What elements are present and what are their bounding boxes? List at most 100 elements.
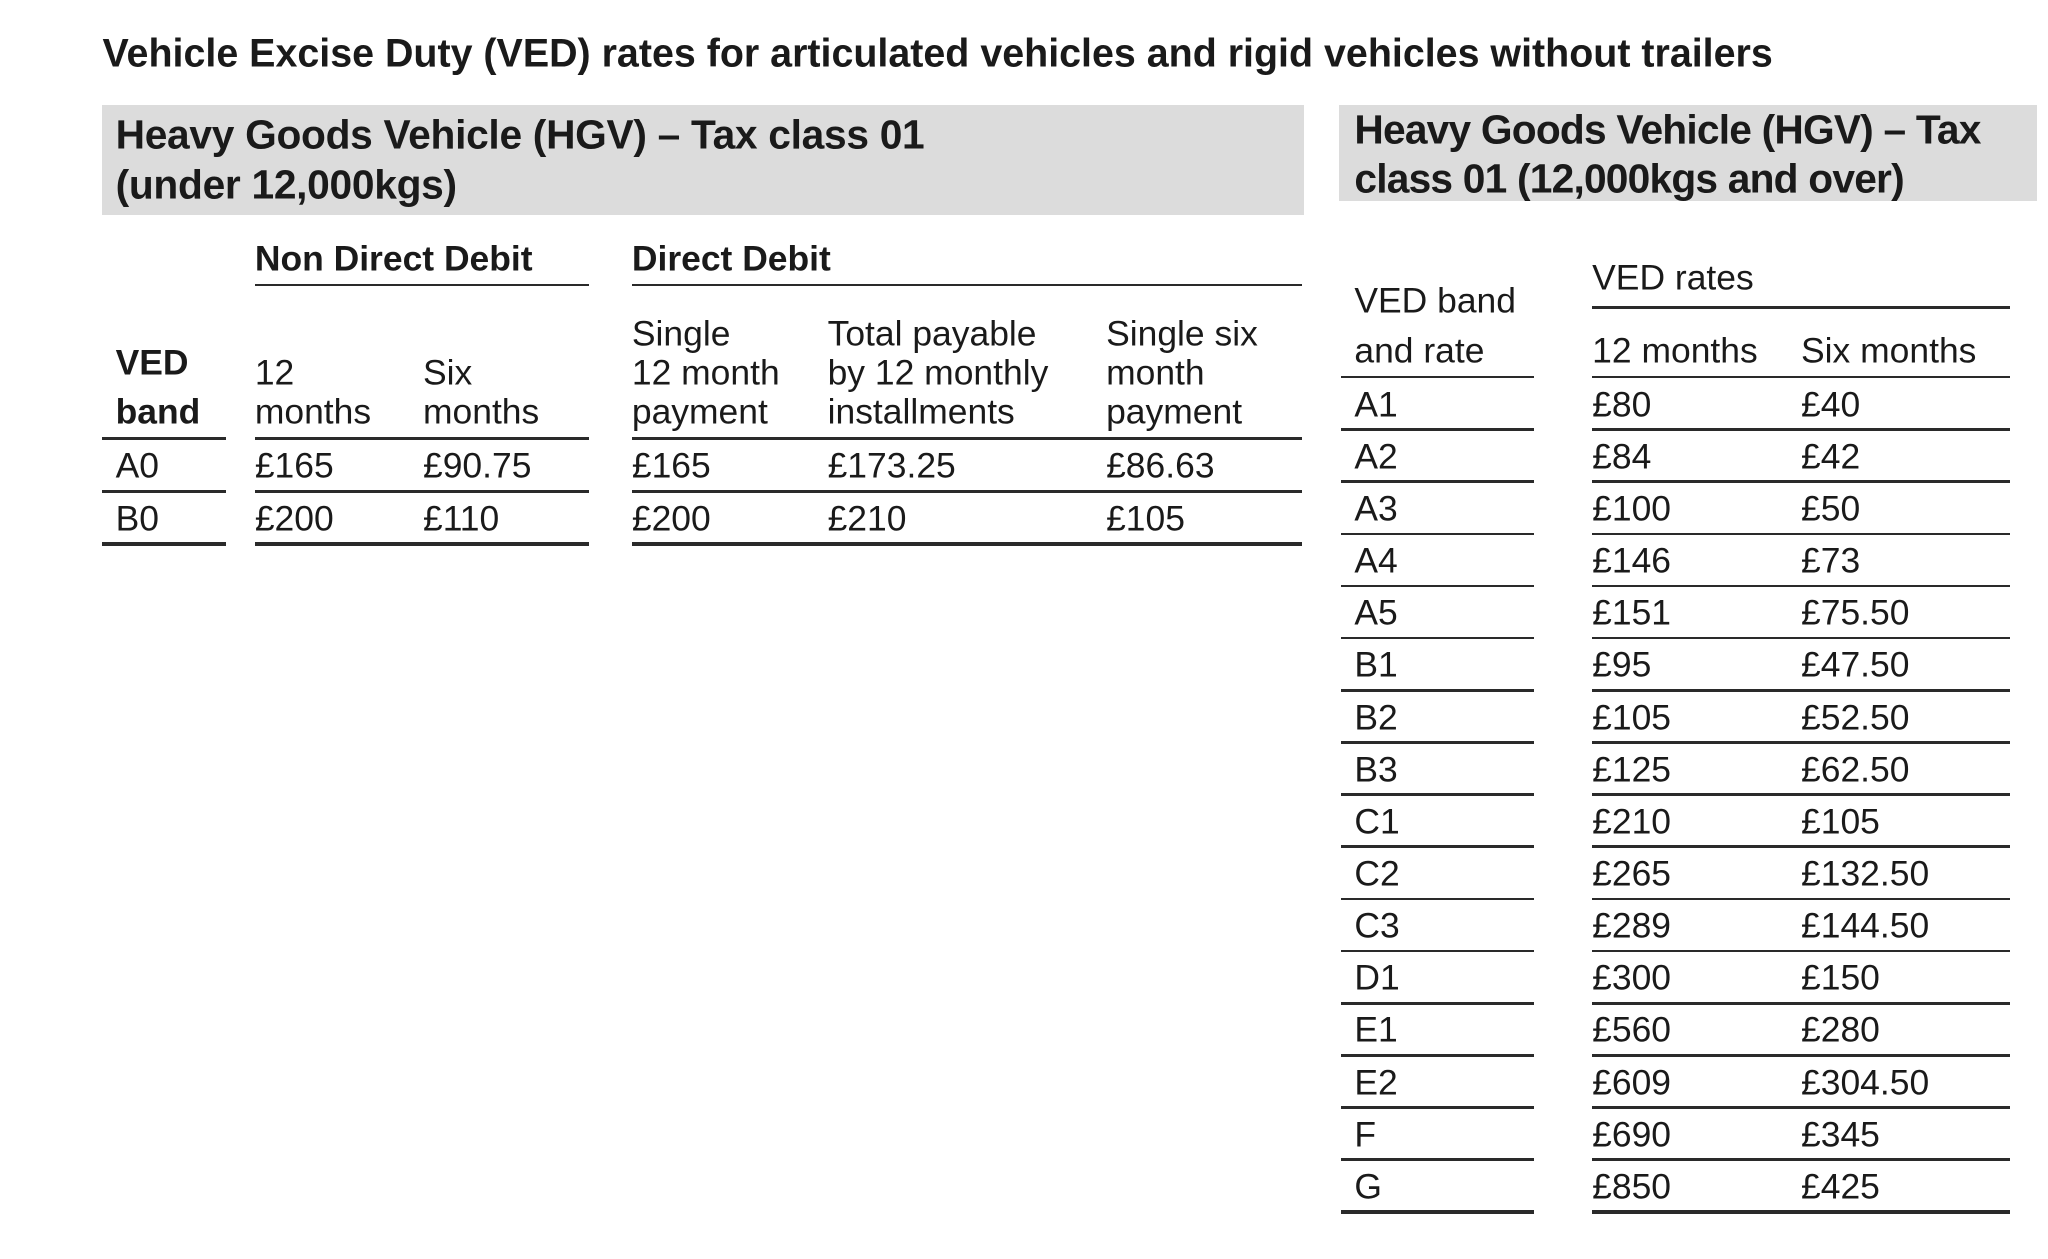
- table-cell: A1: [1354, 383, 1398, 424]
- table-cell: £150: [1801, 957, 1880, 998]
- table-cell: £62.50: [1801, 748, 1910, 789]
- table-rule: [254, 489, 589, 493]
- table-cell: £52.50: [1801, 696, 1910, 737]
- table-cell: £304.50: [1801, 1061, 1930, 1102]
- table-cell: F: [1354, 1114, 1377, 1154]
- table-cell: £84: [1592, 436, 1652, 477]
- table-rule: [254, 283, 589, 287]
- table-rule: [1592, 741, 2010, 744]
- table-rule: [1341, 375, 1535, 379]
- table-rule: [1341, 741, 1535, 744]
- table-rule: [1592, 1054, 2010, 1057]
- column-header: payment: [1106, 391, 1243, 432]
- table-rule: [1341, 480, 1535, 484]
- table-cell: £210: [827, 498, 907, 539]
- table-rule: [1592, 1158, 2010, 1161]
- column-header: 12 months: [1592, 330, 1758, 370]
- table-cell: £105: [1592, 696, 1672, 737]
- table-rule: [1341, 1054, 1535, 1057]
- table-cell: C1: [1354, 801, 1400, 842]
- table-cell: E1: [1354, 1009, 1398, 1050]
- page-title: Vehicle Excise Duty (VED) rates for arti…: [102, 31, 1773, 76]
- table-rule: [1341, 1001, 1535, 1005]
- column-header: Single six: [1106, 312, 1258, 353]
- table-cell: D1: [1354, 957, 1400, 998]
- table-cell: £105: [1801, 801, 1880, 842]
- table-cell: A2: [1354, 436, 1398, 477]
- table-rule: [1592, 480, 2010, 484]
- table-rule: [1592, 306, 2010, 309]
- table-cell: £132.50: [1801, 853, 1930, 894]
- table-heading: (under 12,000kgs): [115, 161, 457, 208]
- table-cell: £144.50: [1801, 905, 1930, 946]
- table-cell: £50: [1801, 488, 1861, 529]
- column-header: band: [115, 391, 201, 432]
- table-cell: E2: [1354, 1061, 1398, 1102]
- table-cell: A0: [115, 445, 159, 486]
- table-cell: £345: [1801, 1114, 1880, 1154]
- table-cell: £125: [1592, 748, 1672, 789]
- table-rule: [1341, 1158, 1535, 1161]
- table-rule: [1592, 793, 2010, 796]
- heading-background: [102, 105, 1305, 216]
- table-cell: £280: [1801, 1009, 1880, 1050]
- table-rule: [631, 541, 1302, 546]
- table-cell: B1: [1354, 644, 1398, 685]
- table-heading: Heavy Goods Vehicle (HGV) – Tax: [1354, 106, 1981, 153]
- table-rule: [1341, 793, 1535, 796]
- table-cell: £560: [1592, 1009, 1672, 1050]
- column-header: Six: [422, 352, 473, 393]
- table-cell: £173.25: [827, 445, 956, 486]
- table-rule: [102, 489, 226, 493]
- group-header: VED rates: [1592, 257, 1754, 298]
- column-header: month: [1106, 352, 1205, 393]
- table-cell: £110: [422, 498, 500, 539]
- table-cell: B2: [1354, 696, 1398, 737]
- table-cell: £75.50: [1801, 592, 1910, 633]
- table-cell: B0: [115, 498, 159, 539]
- table-rule: [1592, 949, 2010, 953]
- table-cell: £200: [254, 498, 334, 539]
- table-rule: [1592, 1106, 2010, 1109]
- table-cell: £850: [1592, 1166, 1672, 1207]
- column-header: VED: [115, 341, 189, 382]
- table-rule: [1341, 845, 1535, 849]
- heading-background: [1338, 105, 2038, 201]
- table-rule: [1592, 1209, 2010, 1214]
- table-rule: [254, 437, 589, 441]
- table-rule: [631, 489, 1302, 493]
- table-cell: £86.63: [1106, 445, 1215, 486]
- table-cell: £40: [1801, 383, 1861, 424]
- table-rule: [102, 541, 226, 546]
- table-rule: [1592, 532, 2010, 536]
- column-header: 12 month: [631, 352, 780, 393]
- table-cell: £165: [254, 445, 334, 486]
- group-header: Direct Debit: [631, 238, 831, 279]
- table-rule: [1592, 1001, 2010, 1005]
- table-cell: £42: [1801, 436, 1861, 477]
- table-rule: [1592, 636, 2010, 640]
- table-rule: [1341, 428, 1535, 431]
- column-header: and rate: [1354, 330, 1485, 370]
- table-cell: C3: [1354, 905, 1400, 946]
- table-cell: £105: [1106, 498, 1185, 539]
- table-cell: A4: [1354, 540, 1398, 581]
- table-cell: £609: [1592, 1061, 1672, 1102]
- table-rule: [1592, 845, 2010, 849]
- table-cell: £425: [1801, 1166, 1880, 1207]
- table-cell: G: [1354, 1166, 1382, 1207]
- table-rule: [1341, 689, 1535, 692]
- table-rule: [631, 283, 1302, 287]
- column-header: Total payable: [827, 312, 1037, 353]
- table-cell: £151: [1592, 592, 1672, 633]
- table-rule: [1341, 1209, 1535, 1214]
- table-cell: C2: [1354, 853, 1400, 894]
- table-rule: [1592, 428, 2010, 431]
- table-heading: Heavy Goods Vehicle (HGV) – Tax class 01: [115, 111, 925, 158]
- table-cell: B3: [1354, 748, 1398, 789]
- table-cell: £200: [631, 498, 711, 539]
- column-header: VED band: [1354, 280, 1516, 321]
- table-rule: [1341, 949, 1535, 953]
- table-rule: [1341, 897, 1535, 901]
